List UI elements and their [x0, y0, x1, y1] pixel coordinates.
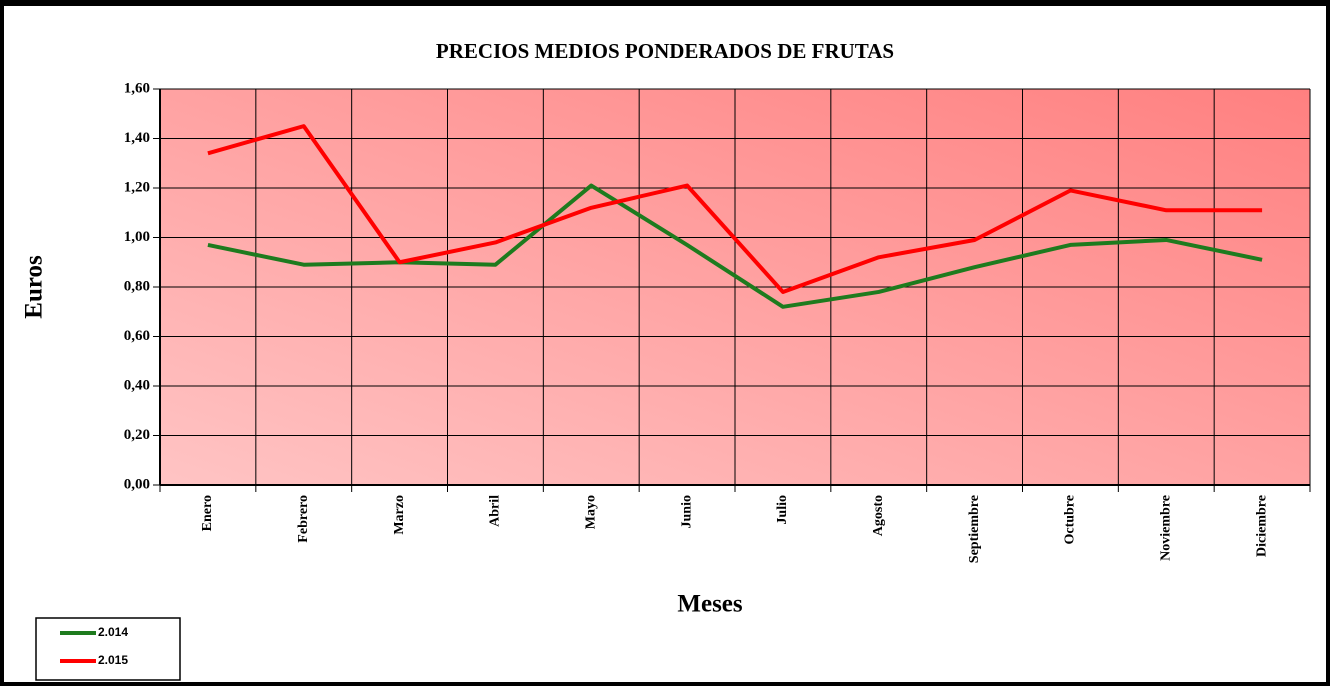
frame-top	[0, 0, 1330, 6]
x-tick-label: Marzo	[392, 495, 407, 535]
y-tick-label: 1,20	[124, 179, 150, 195]
series-line	[207, 183, 1263, 309]
x-tick-label: Mayo	[583, 495, 598, 529]
y-tick-label: 0,20	[124, 427, 150, 443]
series-line	[207, 124, 1263, 294]
y-tick-label: 0,60	[124, 328, 150, 344]
x-tick-label: Julio	[775, 495, 790, 525]
y-axis-label: Euros	[21, 255, 48, 319]
y-tick-label: 0,00	[124, 476, 150, 492]
x-tick-label: Agosto	[871, 495, 886, 536]
y-tick-label: 1,60	[124, 80, 150, 96]
legend-label: 2.014	[98, 625, 128, 639]
x-tick-label: Octubre	[1063, 495, 1078, 545]
x-axis-label: Meses	[677, 591, 743, 618]
x-tick-label: Enero	[200, 495, 215, 531]
x-tick-label: Febrero	[296, 495, 311, 543]
x-tick-label: Diciembre	[1254, 495, 1269, 557]
chart-title: PRECIOS MEDIOS PONDERADOS DE FRUTAS	[436, 39, 894, 63]
x-tick-label: Junio	[679, 495, 694, 528]
x-tick-label: Noviembre	[1158, 495, 1173, 561]
y-tick-label: 1,40	[124, 130, 150, 146]
legend-label: 2.015	[98, 653, 128, 667]
y-tick-label: 0,40	[124, 377, 150, 393]
x-tick-label: Septiembre	[967, 495, 982, 563]
y-tick-label: 0,80	[124, 278, 150, 294]
y-tick-label: 1,00	[124, 229, 150, 245]
legend	[35, 617, 181, 681]
x-tick-label: Abril	[488, 495, 503, 527]
